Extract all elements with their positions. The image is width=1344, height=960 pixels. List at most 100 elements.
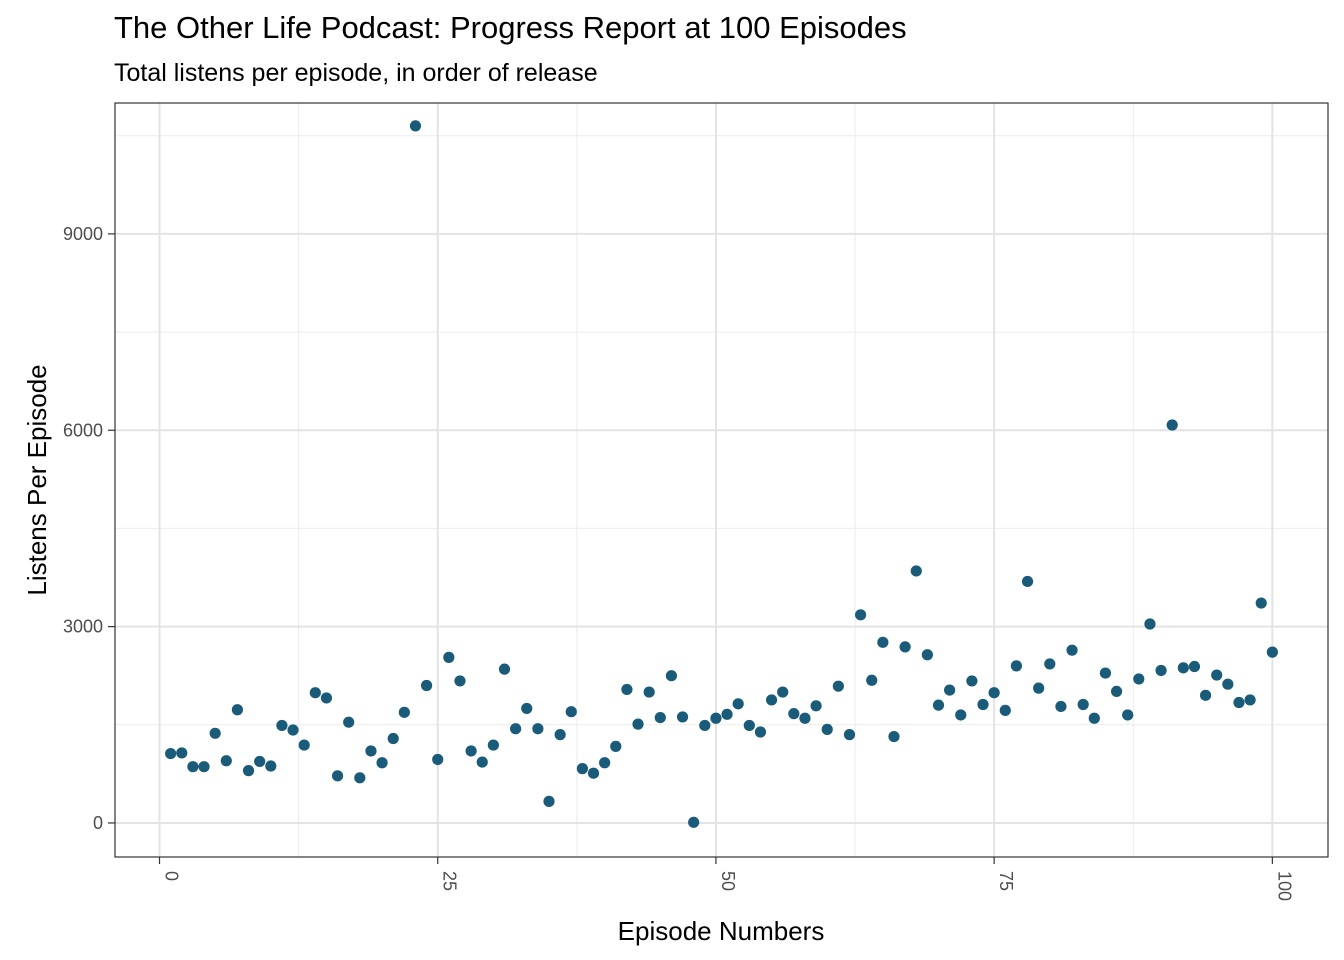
data-point [988,687,1000,699]
data-point [265,760,277,772]
x-tick-label: 0 [162,871,182,881]
y-tick-label: 9000 [63,224,103,244]
x-tick-label: 100 [1274,871,1294,901]
data-point [354,772,366,784]
data-point [587,767,600,779]
data-point [1110,685,1123,698]
x-axis-title: Episode Numbers [618,916,825,946]
data-point [1233,696,1245,709]
minor-gridlines [115,103,1328,857]
data-point [510,723,522,735]
data-point [843,729,856,741]
data-point [1211,669,1223,681]
data-point [1133,673,1145,685]
data-points [165,120,1278,828]
data-point [654,711,666,724]
data-point [443,651,455,663]
data-point [176,747,188,759]
data-point [298,739,310,751]
data-point [376,757,388,769]
data-point [999,704,1011,716]
data-point [1010,660,1023,672]
data-point [220,755,232,767]
data-point [710,712,722,724]
data-point [1077,698,1089,711]
data-point [688,816,700,828]
y-tick-label: 0 [93,813,103,833]
data-point [899,641,911,653]
data-point [1044,658,1056,670]
data-point [454,675,466,687]
data-point [955,709,967,721]
y-tick-label: 3000 [63,617,103,637]
data-point [521,702,533,715]
data-point [1033,682,1045,694]
data-point [1188,660,1201,673]
data-point [387,732,399,745]
data-point [465,745,477,757]
data-point [398,706,410,718]
data-point [1066,644,1078,656]
data-point [1222,678,1234,690]
data-point [832,680,844,692]
chart-title: The Other Life Podcast: Progress Report … [114,10,907,45]
data-point [788,708,800,720]
data-point [165,747,177,760]
data-point [532,723,544,735]
data-point [944,684,956,696]
data-point [866,674,878,686]
data-point [1088,712,1100,724]
data-point [1055,700,1067,713]
data-point [977,698,989,711]
data-point [187,761,199,773]
data-point [420,679,433,692]
data-point [765,694,778,706]
data-point [276,719,288,732]
data-point [320,692,333,704]
x-tick-label: 75 [996,871,1016,891]
x-axis-ticks: 0 25 50 75 100 [158,857,1294,901]
data-point [343,716,355,728]
data-point [855,609,867,621]
data-point [1099,667,1112,679]
data-point [1255,597,1267,609]
data-point [242,765,255,777]
data-point [432,753,444,766]
data-point [476,756,488,768]
data-point [498,663,511,675]
x-tick-label: 50 [718,871,738,891]
data-point [643,686,655,698]
data-point [743,719,755,732]
data-point [932,699,945,711]
data-point [1244,694,1256,706]
chart-subtitle: Total listens per episode, in order of r… [114,59,598,87]
data-point [676,711,689,723]
data-point [1177,662,1189,674]
data-point [1144,618,1156,630]
data-point [665,670,678,682]
data-point [821,723,833,735]
data-point [365,745,377,757]
data-point [777,686,789,698]
data-point [1021,575,1034,588]
data-point [331,770,344,782]
data-point [610,740,622,752]
data-point [287,724,299,736]
data-point [888,730,900,743]
major-gridlines [115,103,1328,857]
data-point [799,712,811,724]
data-point [910,565,922,577]
data-point [576,763,588,775]
y-tick-label: 6000 [63,420,103,440]
data-point [877,636,889,648]
data-point [732,698,744,710]
data-point [209,727,221,739]
data-point [543,795,555,807]
data-point [231,704,244,716]
data-point [810,700,822,712]
data-point [198,761,210,773]
data-point [1199,689,1212,701]
data-point [554,729,566,741]
data-point [409,120,422,132]
data-point [599,757,611,769]
